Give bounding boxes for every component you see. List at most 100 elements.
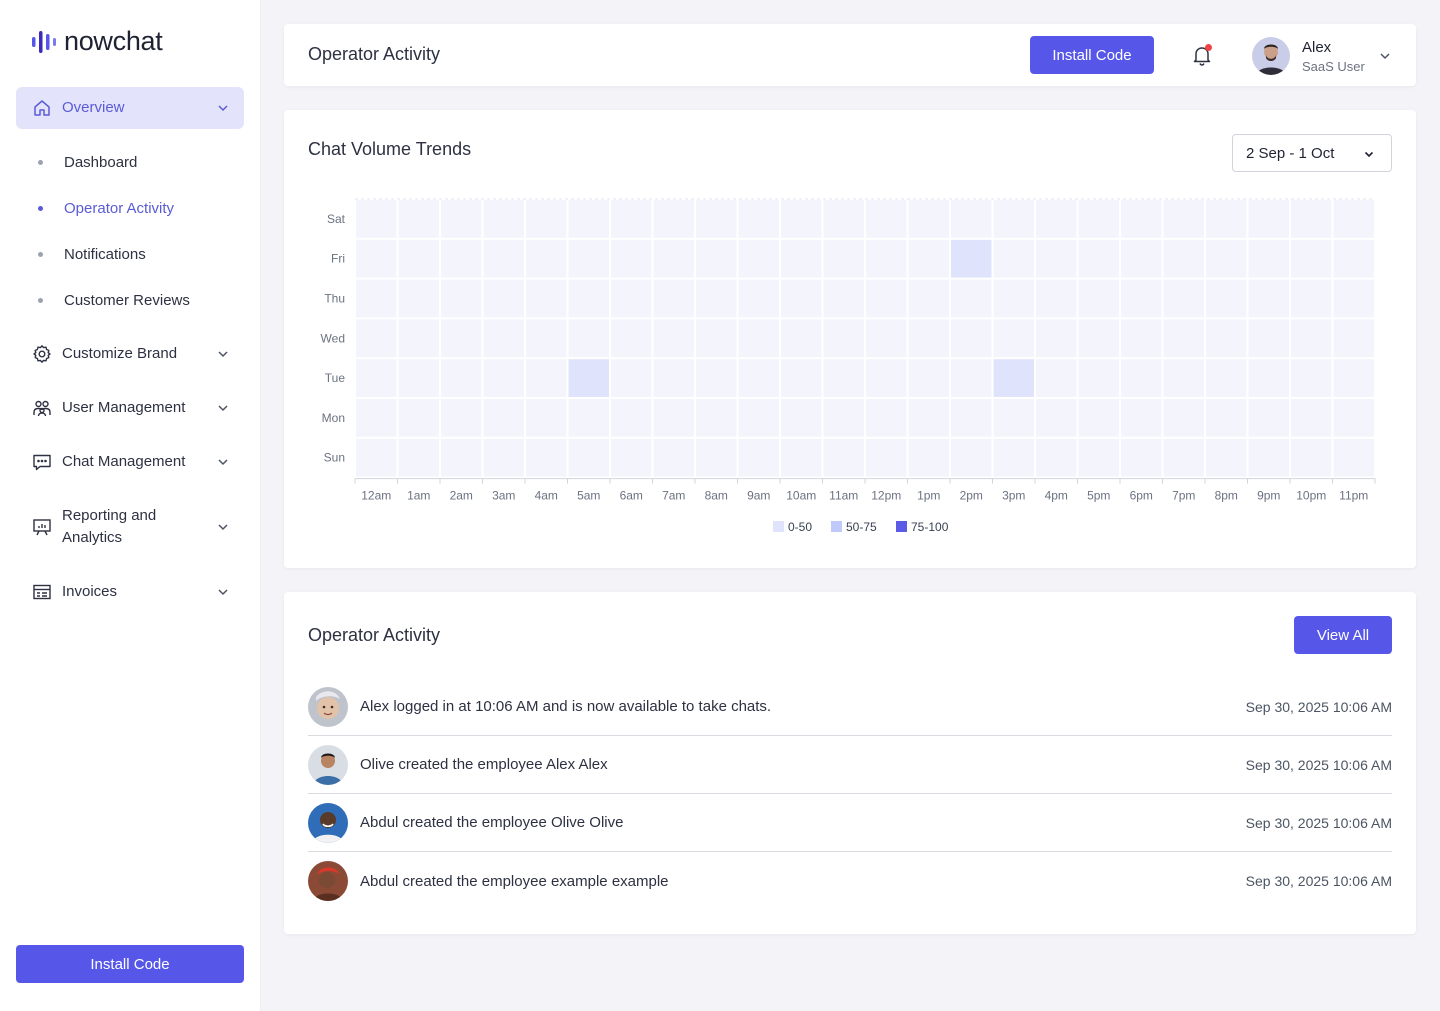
heatmap-cell[interactable] xyxy=(1248,239,1290,278)
sidebar-item-overview[interactable]: Overview xyxy=(16,87,244,129)
heatmap-cell[interactable] xyxy=(398,200,440,238)
heatmap-cell[interactable] xyxy=(908,399,950,437)
heatmap-cell[interactable] xyxy=(1121,359,1162,397)
heatmap-cell[interactable] xyxy=(1078,399,1120,437)
heatmap-cell[interactable] xyxy=(1248,359,1290,397)
heatmap-cell[interactable] xyxy=(1078,239,1120,278)
heatmap-cell[interactable] xyxy=(1036,279,1077,318)
heatmap-cell[interactable] xyxy=(866,359,907,397)
sidebar-item-customize-brand[interactable]: Customize Brand xyxy=(16,333,244,375)
heatmap-cell[interactable] xyxy=(781,200,822,238)
heatmap-cell[interactable] xyxy=(1163,359,1205,397)
heatmap-cell[interactable] xyxy=(951,200,992,238)
heatmap-cell[interactable] xyxy=(781,319,822,358)
heatmap-cell[interactable] xyxy=(866,319,907,358)
heatmap-cell[interactable] xyxy=(1333,399,1375,437)
heatmap-cell[interactable] xyxy=(611,438,652,477)
heatmap-cell[interactable] xyxy=(908,279,950,318)
heatmap-cell[interactable] xyxy=(696,200,737,238)
heatmap-cell[interactable] xyxy=(526,239,567,278)
heatmap-cell[interactable] xyxy=(1121,438,1162,477)
heatmap-cell[interactable] xyxy=(1206,200,1247,238)
heatmap-cell[interactable] xyxy=(781,359,822,397)
heatmap-cell[interactable] xyxy=(951,399,992,437)
heatmap-cell[interactable] xyxy=(1291,200,1332,238)
heatmap-cell[interactable] xyxy=(866,438,907,477)
user-menu[interactable]: Alex SaaS User xyxy=(1252,36,1402,76)
heatmap-cell[interactable] xyxy=(823,239,865,278)
heatmap-cell[interactable] xyxy=(356,359,397,397)
heatmap-cell[interactable] xyxy=(738,438,780,477)
heatmap-cell[interactable] xyxy=(1248,279,1290,318)
heatmap-cell[interactable] xyxy=(568,200,610,238)
heatmap-cell[interactable] xyxy=(356,200,397,238)
heatmap-cell[interactable] xyxy=(993,399,1035,437)
sidebar-subitem-operator-activity[interactable]: Operator Activity xyxy=(38,196,174,220)
heatmap-cell[interactable] xyxy=(1036,359,1077,397)
heatmap-cell[interactable] xyxy=(568,319,610,358)
heatmap-cell[interactable] xyxy=(1163,200,1205,238)
heatmap-cell[interactable] xyxy=(1078,200,1120,238)
heatmap-cell[interactable] xyxy=(653,200,695,238)
heatmap-cell[interactable] xyxy=(526,200,567,238)
sidebar-subitem-dashboard[interactable]: Dashboard xyxy=(38,150,137,174)
heatmap-cell[interactable] xyxy=(738,319,780,358)
heatmap-cell[interactable] xyxy=(1248,200,1290,238)
heatmap-cell[interactable] xyxy=(441,399,482,437)
heatmap-cell[interactable] xyxy=(1078,359,1120,397)
heatmap-cell[interactable] xyxy=(611,359,652,397)
heatmap-cell[interactable] xyxy=(781,239,822,278)
heatmap-cell[interactable] xyxy=(1078,438,1120,477)
heatmap-cell[interactable] xyxy=(908,319,950,358)
heatmap-cell[interactable] xyxy=(1333,200,1375,238)
heatmap-cell[interactable] xyxy=(823,319,865,358)
heatmap-cell[interactable] xyxy=(356,438,397,477)
heatmap-cell[interactable] xyxy=(951,359,992,397)
heatmap-cell[interactable] xyxy=(653,279,695,318)
heatmap-cell[interactable] xyxy=(568,399,610,437)
heatmap-cell[interactable] xyxy=(738,399,780,437)
sidebar-item-reporting-analytics[interactable]: Reporting and Analytics xyxy=(16,498,244,556)
heatmap-cell[interactable] xyxy=(611,200,652,238)
activity-row[interactable]: Abdul created the employee Olive Olive S… xyxy=(308,794,1392,852)
heatmap-cell[interactable] xyxy=(653,359,695,397)
heatmap-cell[interactable] xyxy=(1121,200,1162,238)
heatmap-cell[interactable] xyxy=(1036,319,1077,358)
sidebar-item-invoices[interactable]: Invoices xyxy=(16,571,244,613)
heatmap-cell[interactable] xyxy=(526,399,567,437)
heatmap-cell[interactable] xyxy=(1163,399,1205,437)
heatmap-cell[interactable] xyxy=(908,359,950,397)
heatmap-cell[interactable] xyxy=(611,279,652,318)
heatmap-cell[interactable] xyxy=(1291,279,1332,318)
heatmap-cell[interactable] xyxy=(483,319,525,358)
heatmap-cell[interactable] xyxy=(1333,319,1375,358)
heatmap-cell[interactable] xyxy=(1248,319,1290,358)
heatmap-cell[interactable] xyxy=(1206,239,1247,278)
heatmap-cell[interactable] xyxy=(526,438,567,477)
heatmap-cell[interactable] xyxy=(866,200,907,238)
heatmap-cell[interactable] xyxy=(568,239,610,278)
heatmap-cell[interactable] xyxy=(1036,399,1077,437)
date-range-select[interactable]: 2 Sep - 1 Oct xyxy=(1232,134,1392,172)
heatmap-cell[interactable] xyxy=(696,319,737,358)
heatmap-cell[interactable] xyxy=(1206,319,1247,358)
heatmap-cell[interactable] xyxy=(1121,279,1162,318)
heatmap-cell[interactable] xyxy=(1163,438,1205,477)
heatmap-cell[interactable] xyxy=(568,359,610,397)
heatmap-cell[interactable] xyxy=(696,359,737,397)
heatmap-cell[interactable] xyxy=(823,359,865,397)
heatmap-cell[interactable] xyxy=(611,319,652,358)
heatmap-cell[interactable] xyxy=(1206,438,1247,477)
heatmap-cell[interactable] xyxy=(993,359,1035,397)
heatmap-cell[interactable] xyxy=(611,399,652,437)
heatmap-cell[interactable] xyxy=(951,438,992,477)
heatmap-cell[interactable] xyxy=(738,200,780,238)
heatmap-cell[interactable] xyxy=(908,438,950,477)
heatmap-cell[interactable] xyxy=(441,319,482,358)
heatmap-cell[interactable] xyxy=(356,279,397,318)
heatmap-cell[interactable] xyxy=(993,239,1035,278)
heatmap-cell[interactable] xyxy=(951,279,992,318)
view-all-button[interactable]: View All xyxy=(1294,616,1392,654)
heatmap-cell[interactable] xyxy=(483,399,525,437)
sidebar-subitem-customer-reviews[interactable]: Customer Reviews xyxy=(38,288,190,312)
